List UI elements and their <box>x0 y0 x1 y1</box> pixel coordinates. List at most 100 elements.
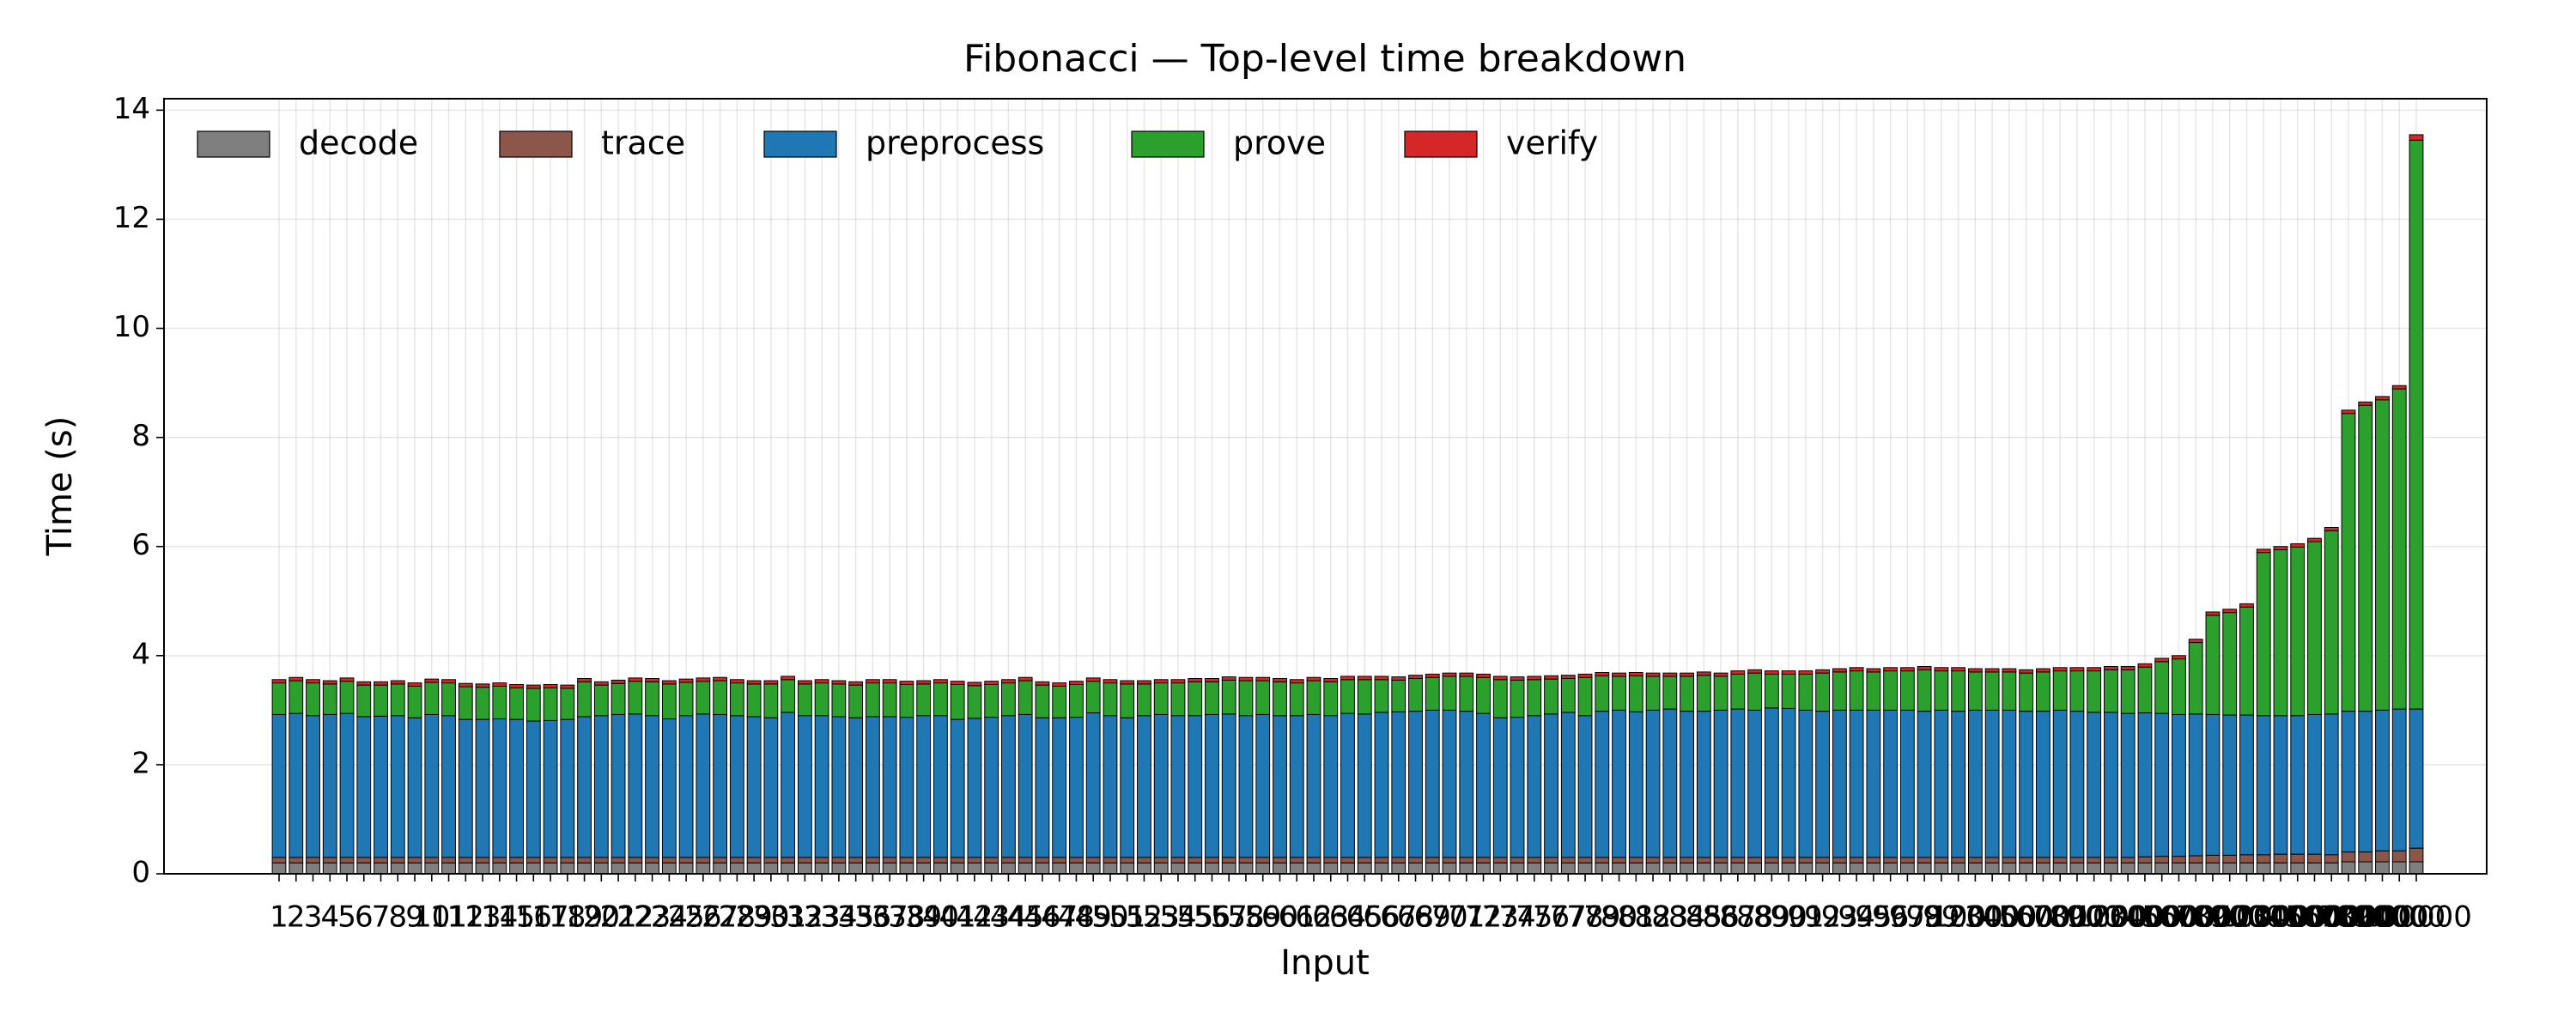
x-tick-label: 9 <box>405 900 424 935</box>
bar-segment <box>2002 862 2017 875</box>
bar-segment <box>1510 857 1525 863</box>
x-tick-label: 59 <box>1244 900 1281 935</box>
bar-segment <box>374 862 388 875</box>
bar-segment <box>882 679 897 684</box>
bar-segment <box>2409 861 2424 875</box>
bar-segment <box>322 713 337 858</box>
bar-segment <box>322 862 337 875</box>
bar-segment <box>424 678 440 683</box>
bar-segment <box>916 680 932 685</box>
bar-segment <box>2172 655 2186 660</box>
bar-segment <box>848 684 864 718</box>
bar-segment <box>2104 666 2118 670</box>
bar-segment <box>374 715 388 858</box>
bar-segment <box>441 862 456 875</box>
bar-segment <box>763 857 779 863</box>
x-tick-label: 88 <box>1736 900 1773 935</box>
x-tick-label: 8 <box>388 900 407 935</box>
bar-segment <box>1612 862 1626 875</box>
bar-segment <box>1577 715 1593 858</box>
bar-segment <box>1662 708 1678 858</box>
bar-segment <box>2409 134 2424 141</box>
x-tick-label: 33 <box>803 900 840 935</box>
legend-swatch <box>499 130 573 158</box>
bar-segment <box>2002 709 2017 858</box>
bar-segment <box>2052 667 2068 672</box>
bar-segment <box>1085 857 1101 863</box>
y-tick-label: 2 <box>131 746 150 780</box>
legend: decode trace preprocess prove verify <box>197 124 1598 162</box>
bar-segment <box>950 862 965 875</box>
bar-segment <box>2087 862 2102 875</box>
bar-segment <box>1951 667 1966 672</box>
bar-segment <box>1052 862 1067 875</box>
bar-segment <box>1476 857 1491 863</box>
bar-segment <box>390 680 405 685</box>
bar-segment <box>831 680 847 685</box>
x-tick-label: 75 <box>1516 900 1552 935</box>
bar-segment <box>1255 862 1271 875</box>
bar-segment <box>289 857 304 863</box>
bar-segment <box>2069 857 2085 863</box>
bar-segment <box>526 857 541 863</box>
bar-segment <box>1221 857 1236 863</box>
bar-segment <box>1035 862 1050 875</box>
bar-segment <box>1120 680 1135 685</box>
x-tick-label: 84 <box>1668 900 1705 935</box>
bar-segment <box>2290 862 2306 875</box>
bar-segment <box>577 681 592 718</box>
bar-segment <box>2273 549 2288 717</box>
bar-segment <box>1696 671 1711 676</box>
bar-segment <box>1917 857 1932 863</box>
bar-segment <box>1221 862 1236 875</box>
bar-segment <box>1781 857 1796 863</box>
x-tick-label: 26 <box>684 900 721 935</box>
bar-segment <box>492 862 507 875</box>
bar-segment <box>628 681 643 715</box>
bar-segment <box>967 685 982 719</box>
bar-segment <box>356 862 372 875</box>
bar-segment <box>1306 857 1321 863</box>
bar-segment <box>1645 857 1661 863</box>
bar-segment <box>509 857 524 863</box>
bar-segment <box>2154 661 2170 714</box>
bar-segment <box>2375 709 2390 851</box>
x-tick-label: 83 <box>1651 900 1688 935</box>
x-tick-label: 29 <box>735 900 772 935</box>
bar-segment <box>2222 612 2238 716</box>
bar-segment <box>933 862 948 875</box>
bar-segment <box>1866 857 1881 863</box>
bar-segment <box>1306 713 1321 858</box>
bar-segment <box>407 857 422 863</box>
bar-segment <box>2087 857 2102 863</box>
bar-segment <box>526 862 541 875</box>
bar-segment <box>2104 712 2118 858</box>
bar-segment <box>628 857 643 863</box>
bar-segment <box>831 857 847 863</box>
bar-segment <box>458 718 473 858</box>
bar-segment <box>746 857 762 863</box>
bar-segment <box>899 681 914 685</box>
bar-segment <box>577 862 592 875</box>
bar-segment <box>2036 857 2050 863</box>
bar-segment <box>2273 862 2288 875</box>
bar-segment <box>1917 666 1932 670</box>
x-tick-label: 14 <box>481 900 518 935</box>
bar-segment <box>933 682 948 717</box>
x-tick-label: 4000 <box>2124 900 2199 935</box>
bar-segment <box>1273 681 1287 717</box>
legend-label: decode <box>299 124 418 162</box>
bar-segment <box>1052 717 1067 858</box>
bar-segment <box>2154 712 2170 857</box>
bar-segment <box>1730 862 1746 875</box>
bar-segment <box>1001 679 1016 684</box>
x-tick-label: 64 <box>1329 900 1366 935</box>
bar-segment <box>2205 615 2221 715</box>
bars <box>271 134 2424 875</box>
bar-segment <box>1967 671 1983 711</box>
bar-segment <box>1306 680 1321 715</box>
bar-segment <box>1781 707 1796 858</box>
bar-segment <box>1544 678 1558 715</box>
bar-segment <box>1680 862 1694 875</box>
bar-segment <box>1815 669 1831 674</box>
